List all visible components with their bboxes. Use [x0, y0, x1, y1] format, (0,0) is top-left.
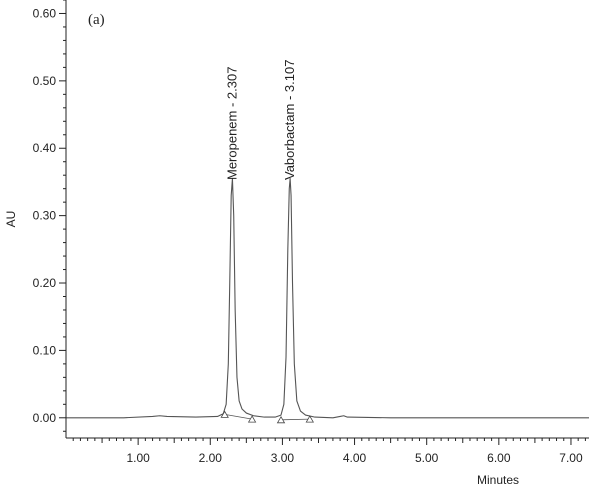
peak-label: Vaborbactam - 3.107 — [282, 60, 297, 180]
x-axis-title: Minutes — [477, 473, 519, 487]
integration-baseline — [280, 418, 310, 421]
integration-marker — [247, 415, 257, 423]
y-tick-label: 0.20 — [33, 276, 57, 290]
x-tick-label: 1.00 — [126, 451, 150, 465]
peak-label: Meropenem - 2.307 — [224, 67, 239, 180]
panel-label: (a) — [88, 12, 105, 28]
y-tick-label: 0.10 — [33, 343, 57, 357]
y-tick-label: 0.40 — [33, 141, 57, 155]
y-axis-title: AU — [4, 211, 18, 228]
y-tick-label: 0.60 — [33, 6, 57, 20]
x-tick-label: 2.00 — [199, 451, 223, 465]
plot-area: Meropenem - 2.307 Vaborbactam - 3.107 — [66, 60, 589, 424]
x-axis-ticks: 1.00 2.00 3.00 4.00 5.00 6.00 7.00 — [72, 438, 586, 465]
axes — [65, 0, 589, 439]
x-tick-label: 6.00 — [487, 451, 511, 465]
y-tick-label: 0.50 — [33, 74, 57, 88]
integration-marker — [220, 410, 229, 418]
y-axis-ticks: 0.00 0.10 0.20 0.30 0.40 0.50 0.60 — [33, 0, 66, 432]
integration-baseline — [224, 414, 253, 420]
chromatogram-trace — [66, 178, 589, 419]
x-tick-label: 7.00 — [559, 451, 583, 465]
integration-marker — [305, 415, 314, 423]
y-tick-label: 0.00 — [33, 411, 57, 425]
x-tick-label: 3.00 — [271, 451, 295, 465]
x-tick-label: 4.00 — [343, 451, 367, 465]
y-tick-label: 0.30 — [33, 209, 57, 223]
integration-marker — [276, 416, 286, 424]
x-tick-label: 5.00 — [415, 451, 439, 465]
